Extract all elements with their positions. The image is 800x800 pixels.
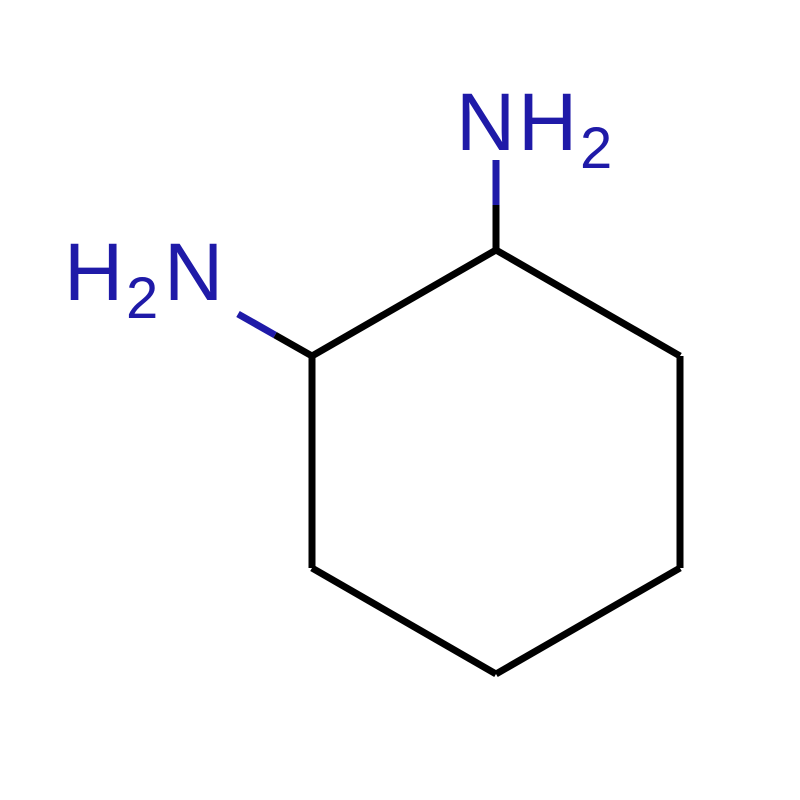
ring-bond-0 bbox=[312, 250, 496, 356]
NH2-top-part-0: N bbox=[456, 77, 515, 168]
NH2-top-part-1: H bbox=[518, 77, 577, 168]
H2N-left-part-2: N bbox=[164, 227, 223, 318]
H2N-left-part-1: 2 bbox=[126, 266, 158, 331]
molecule-diagram: NH2H2N bbox=[0, 0, 800, 800]
sub-bond-1-a bbox=[275, 335, 312, 356]
ring-bond-5 bbox=[496, 250, 680, 356]
H2N-left-part-0: H bbox=[64, 227, 123, 318]
sub-bond-1-b bbox=[238, 314, 275, 335]
ring-bond-3 bbox=[496, 568, 680, 674]
ring-bond-2 bbox=[312, 568, 496, 674]
NH2-top-part-2: 2 bbox=[580, 116, 612, 181]
